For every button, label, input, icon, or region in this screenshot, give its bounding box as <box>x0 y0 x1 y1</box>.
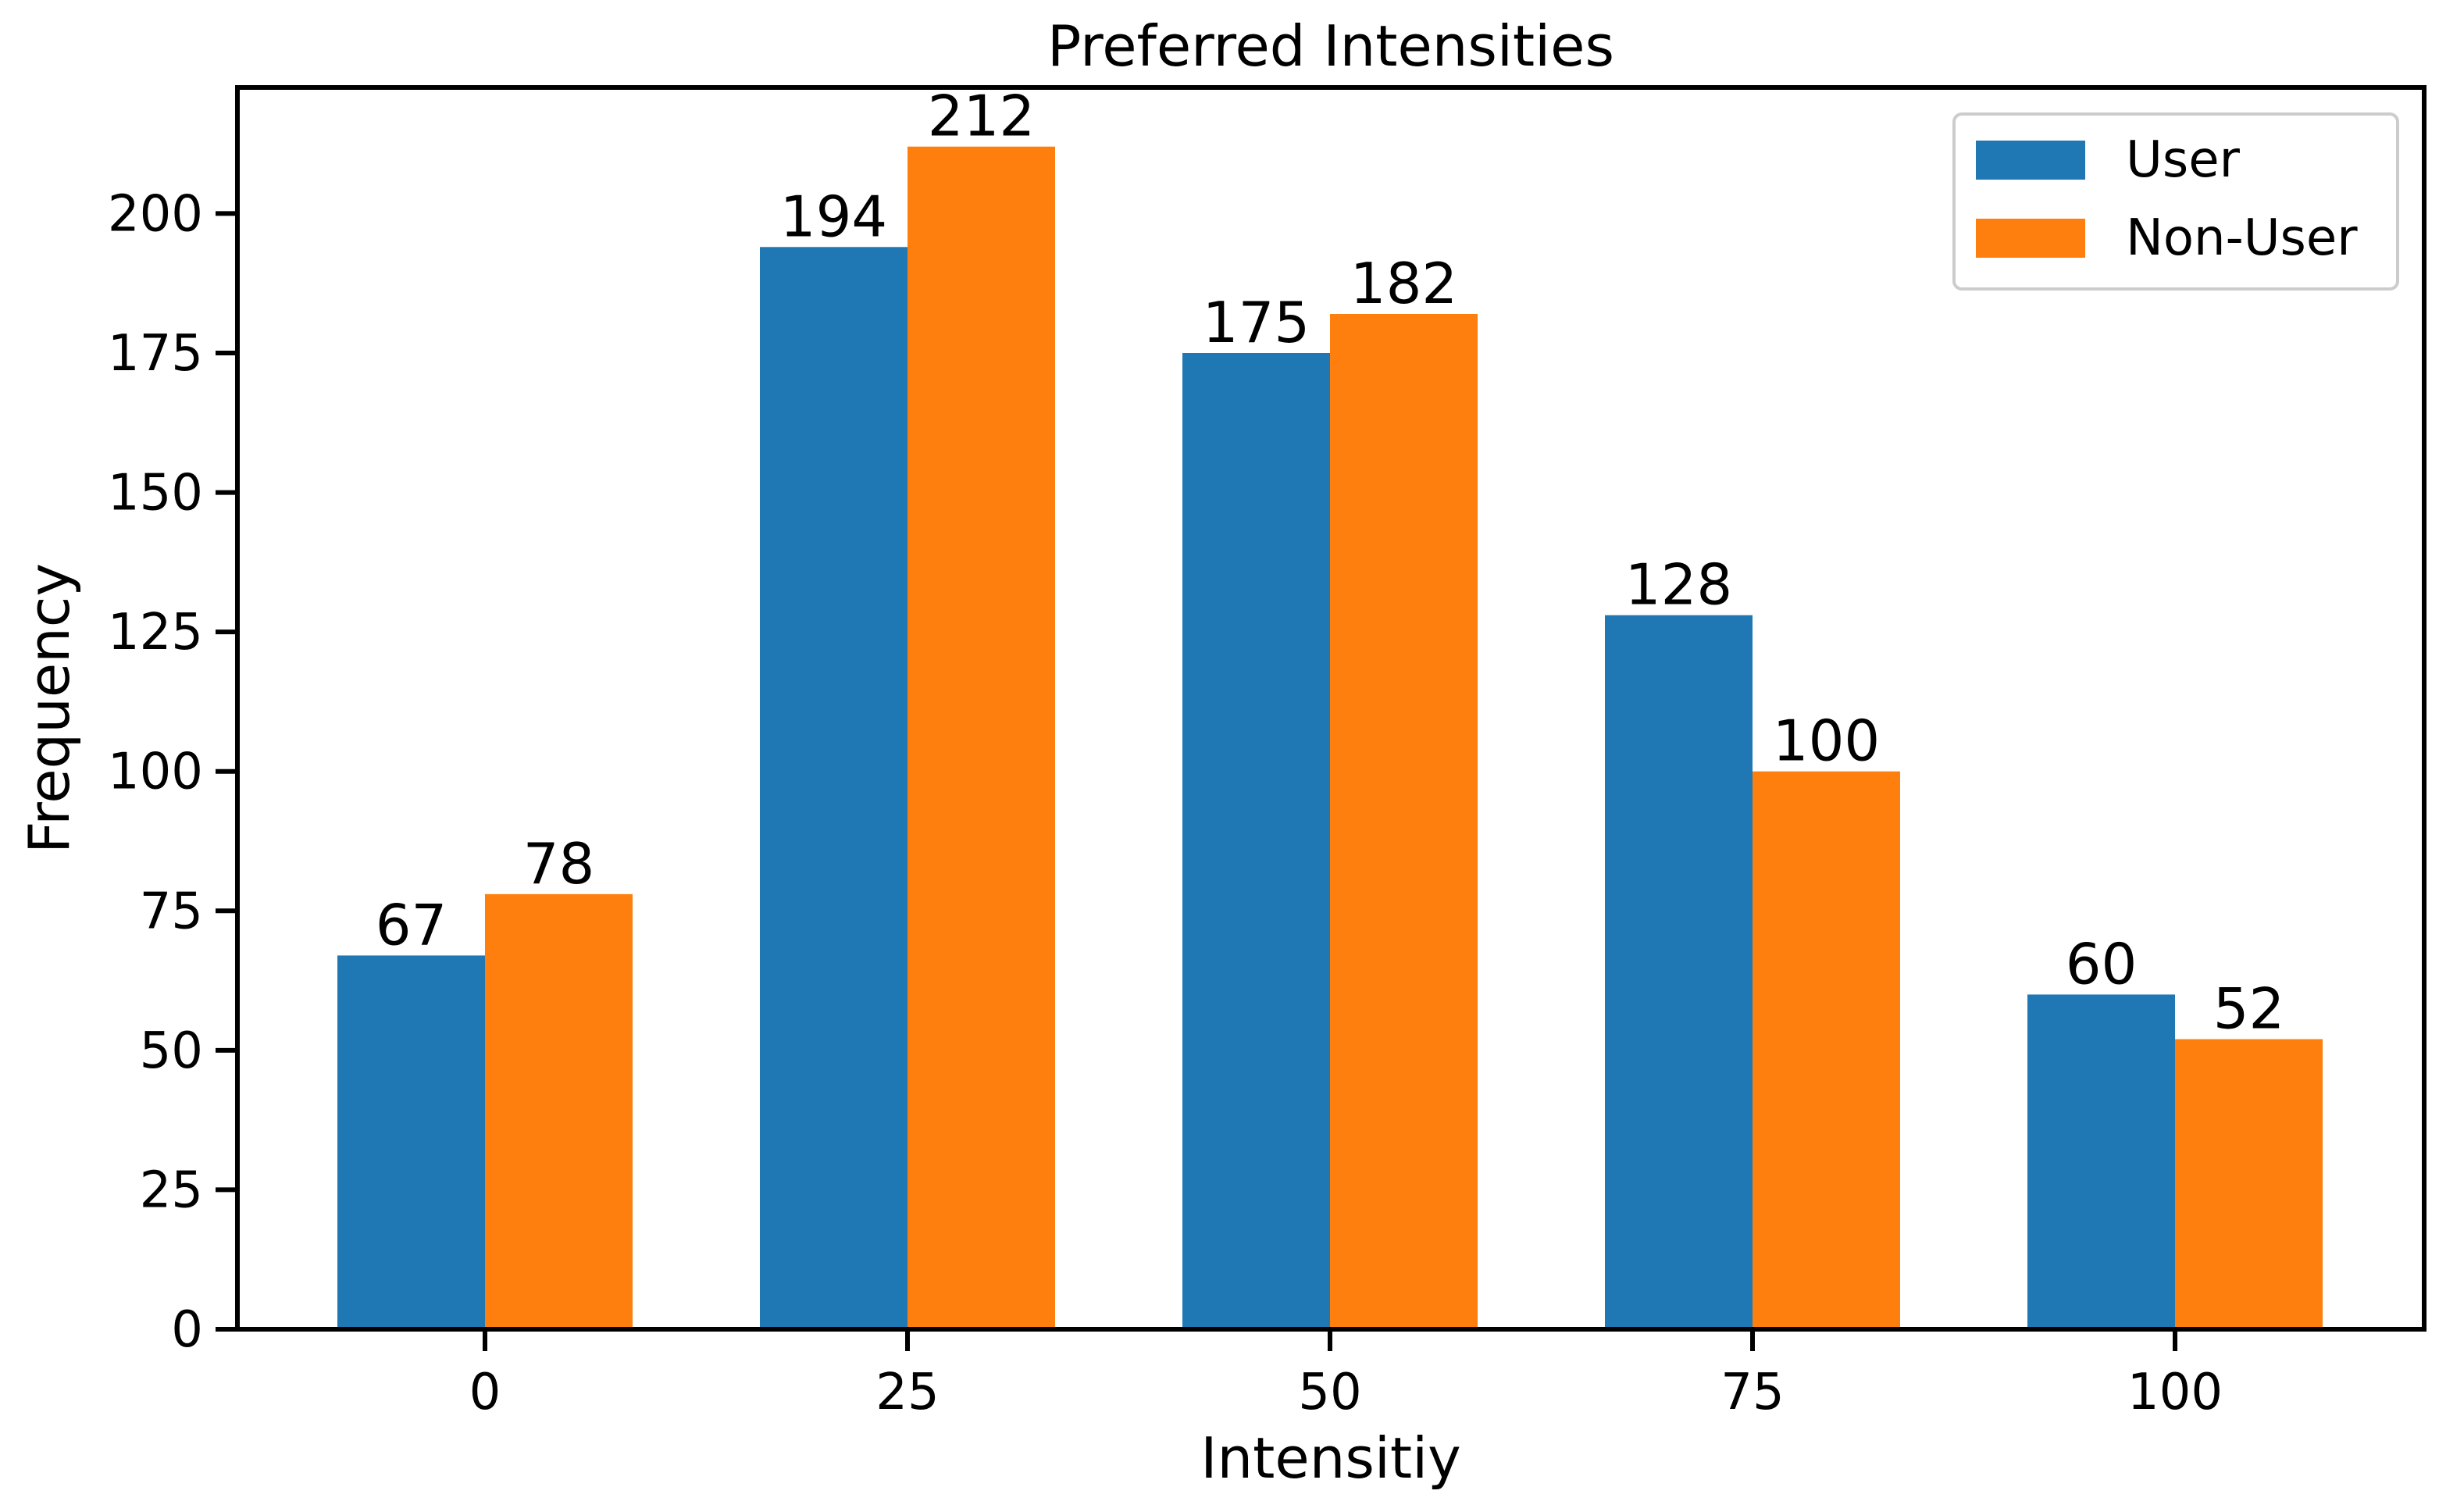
x-axis: 0 25 50 75 100 <box>469 1329 2223 1421</box>
x-tick-label: 25 <box>875 1364 939 1421</box>
x-tick-label: 100 <box>2127 1364 2223 1421</box>
bars-group <box>337 146 2323 1330</box>
bar-user-25 <box>760 247 907 1330</box>
data-label-non-user-0: 78 <box>523 831 595 897</box>
legend-label-user: User <box>2126 131 2241 189</box>
bar-user-50 <box>1182 353 1330 1329</box>
data-label-user-100: 60 <box>2066 931 2138 997</box>
bar-non-user-75 <box>1753 771 1900 1329</box>
bar-non-user-25 <box>907 146 1055 1330</box>
data-labels-group: 67 194 175 128 60 78 212 182 100 52 <box>376 84 2285 1042</box>
y-axis-label: Frequency <box>16 563 82 854</box>
data-label-user-50: 175 <box>1203 290 1310 355</box>
bar-user-100 <box>2027 994 2175 1329</box>
data-label-non-user-50: 182 <box>1350 251 1457 316</box>
legend-swatch-user <box>1976 141 2085 180</box>
bar-non-user-50 <box>1330 314 1478 1329</box>
y-tick-label: 75 <box>140 883 203 940</box>
y-tick-label: 100 <box>108 744 203 801</box>
y-tick-label: 125 <box>108 604 203 662</box>
data-label-user-0: 67 <box>376 892 448 957</box>
bar-non-user-100 <box>2175 1039 2323 1329</box>
y-tick-label: 175 <box>108 325 203 383</box>
y-tick-label: 25 <box>140 1161 203 1219</box>
bar-user-75 <box>1605 615 1753 1329</box>
y-tick-label: 50 <box>140 1022 203 1080</box>
data-label-non-user-100: 52 <box>2213 976 2285 1042</box>
bar-non-user-0 <box>485 893 633 1329</box>
chart-title: Preferred Intensities <box>1047 13 1614 79</box>
data-label-non-user-25: 212 <box>928 84 1035 149</box>
x-axis-label: Intensitiy <box>1200 1425 1460 1491</box>
data-label-user-75: 128 <box>1625 552 1732 618</box>
y-axis: 0 25 50 75 100 125 150 175 200 <box>108 185 237 1359</box>
x-tick-label: 75 <box>1720 1364 1784 1421</box>
data-label-user-25: 194 <box>780 184 887 249</box>
x-tick-label: 50 <box>1298 1364 1361 1421</box>
y-tick-label: 200 <box>108 185 203 243</box>
data-label-non-user-75: 100 <box>1773 708 1880 774</box>
legend-swatch-non-user <box>1976 219 2085 258</box>
y-tick-label: 150 <box>108 465 203 522</box>
legend: User Non-User <box>1952 112 2399 291</box>
bar-user-0 <box>337 955 485 1329</box>
y-tick-label: 0 <box>171 1301 203 1359</box>
x-tick-label: 0 <box>469 1364 501 1421</box>
legend-label-non-user: Non-User <box>2126 209 2358 267</box>
